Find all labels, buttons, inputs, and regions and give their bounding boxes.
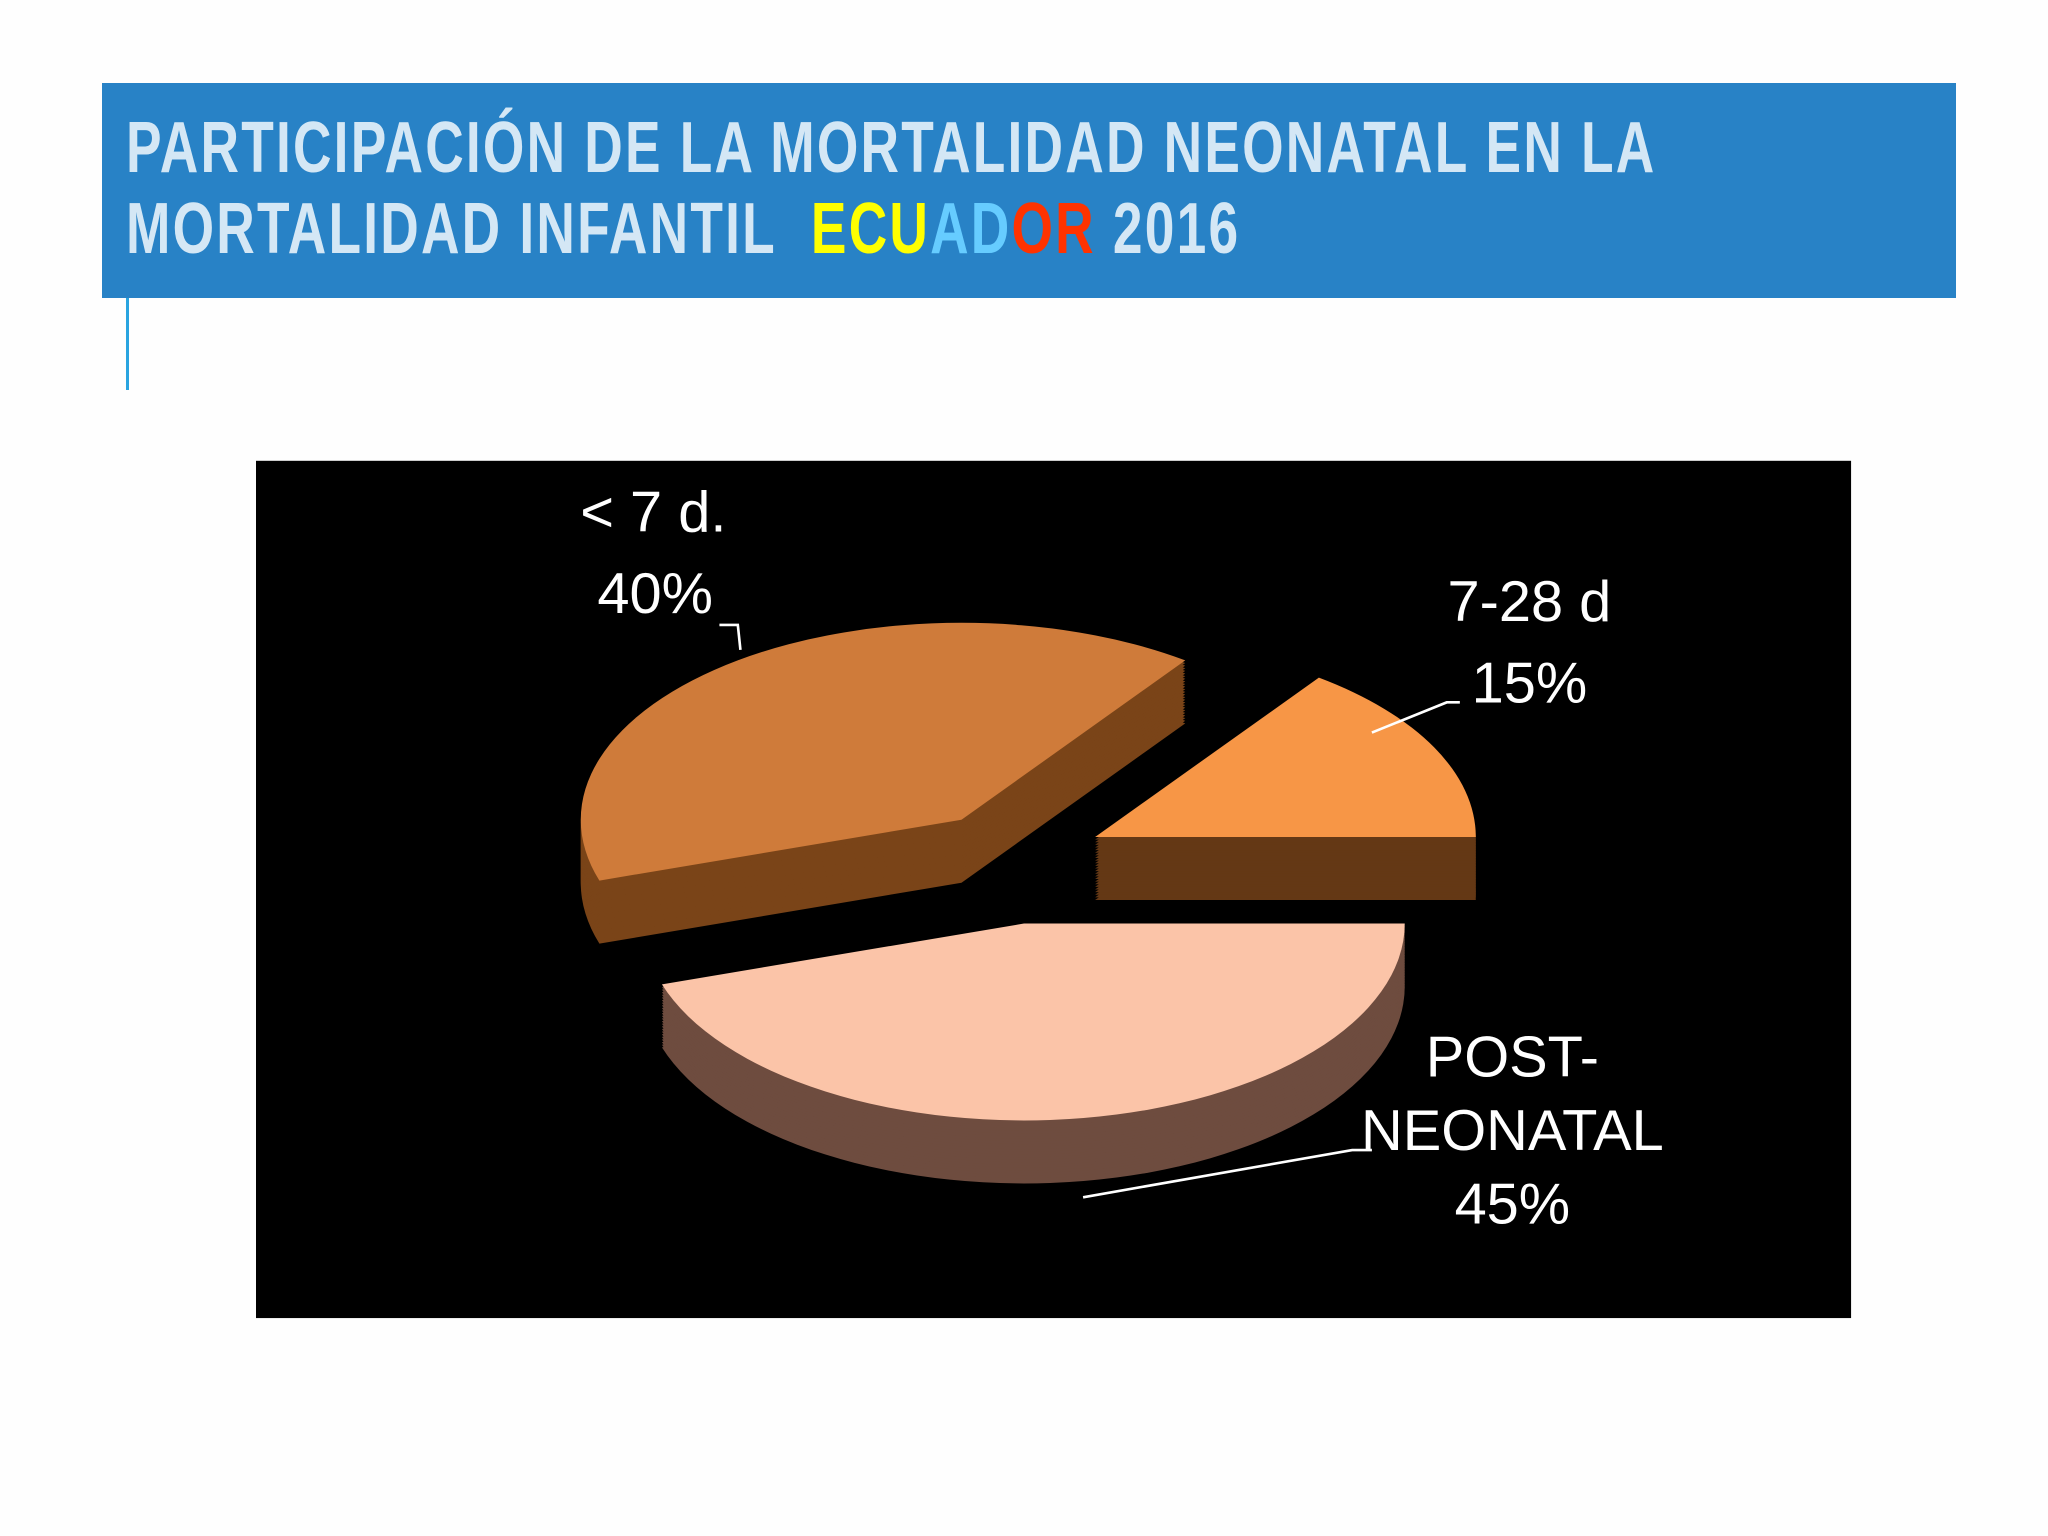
data-label: 45% (1455, 1173, 1571, 1237)
country-letter: D (970, 189, 1012, 269)
title-country: ECUADOR (811, 189, 1096, 269)
country-letter: U (889, 189, 931, 269)
data-label: < 7 d. (580, 481, 726, 545)
title-banner: PARTICIPACIÓN DE LA MORTALIDAD NEONATAL … (102, 83, 1956, 298)
data-label: POST- (1426, 1026, 1599, 1090)
title-prefix: MORTALIDAD INFANTIL (126, 189, 777, 269)
leader-line (719, 623, 742, 650)
country-letter: O (1011, 189, 1056, 269)
data-label: NEONATAL (1361, 1099, 1664, 1163)
title-line-1: PARTICIPACIÓN DE LA MORTALIDAD NEONATAL … (126, 108, 1657, 188)
data-label: 40% (597, 562, 713, 626)
data-label: 7-28 d (1448, 570, 1612, 634)
country-letter: R (1055, 189, 1096, 269)
country-letter: C (848, 189, 890, 269)
chart-background (256, 460, 1852, 1319)
leader-line (1082, 1148, 1372, 1199)
leader-line (1371, 701, 1460, 734)
accent-line (126, 298, 129, 390)
country-letter: A (930, 189, 971, 269)
country-letter: E (810, 189, 849, 269)
pie-slice (661, 923, 1405, 1121)
pie-slice (1095, 677, 1476, 837)
title-year: 2016 (1112, 189, 1241, 269)
data-label: 15% (1472, 651, 1588, 715)
pie-slice (580, 622, 1186, 881)
title-line-2: MORTALIDAD INFANTIL ECUADOR 2016 (126, 188, 1240, 270)
